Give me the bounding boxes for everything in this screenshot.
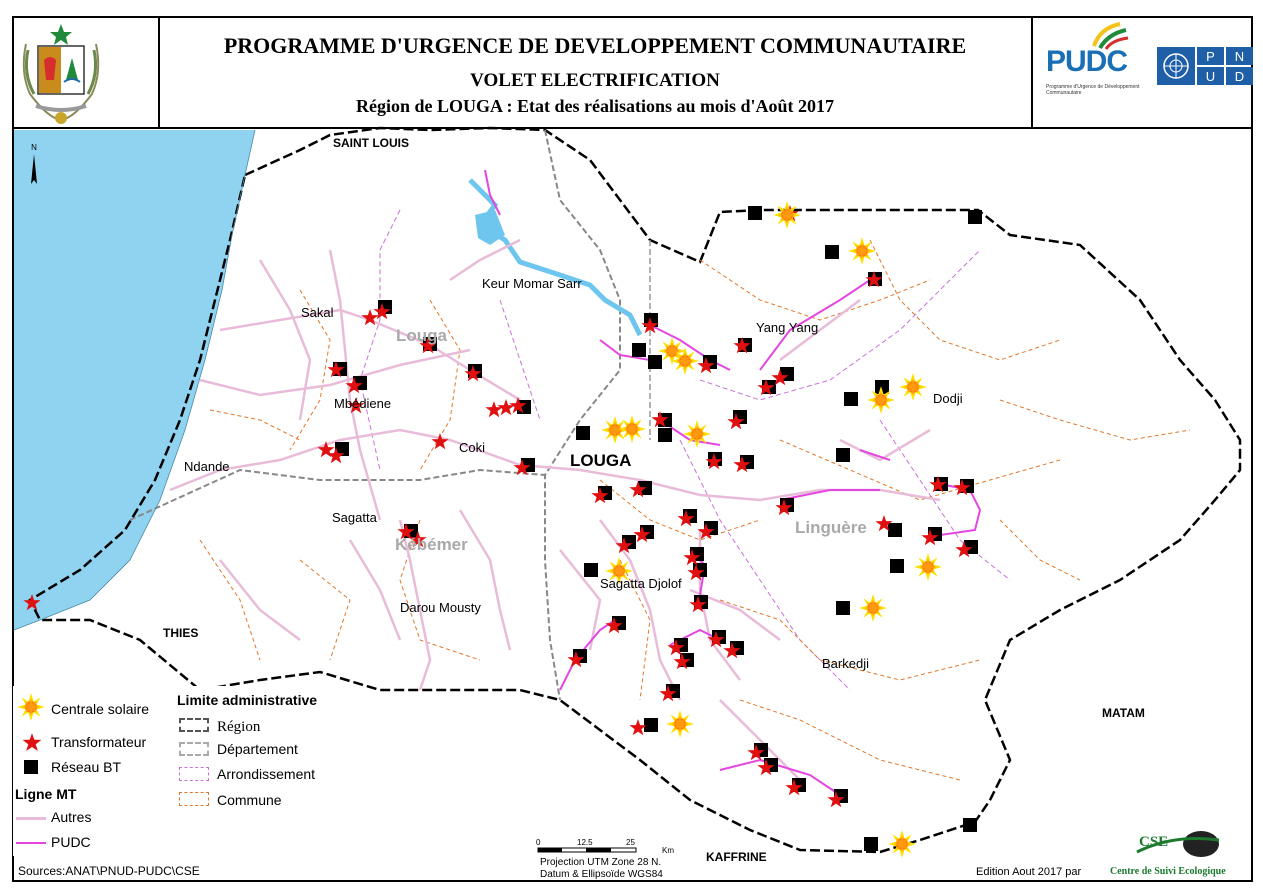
map-legend: Centrale solaire Transformateur Réseau B… bbox=[13, 686, 353, 856]
label-ndande: Ndande bbox=[184, 459, 230, 474]
legend-commune-label: Commune bbox=[217, 792, 282, 808]
legend-commune-icon bbox=[179, 792, 209, 806]
arrondissement-boundary-2 bbox=[699, 249, 981, 401]
pnud-letter-p: P bbox=[1206, 49, 1215, 64]
legend-departement-label: Département bbox=[217, 741, 298, 757]
legend-region-label: Région bbox=[217, 719, 261, 735]
label-department-kebemer: Kébémer bbox=[395, 535, 468, 554]
label-kaffrine: KAFFRINE bbox=[706, 850, 767, 864]
page-subtitle: VOLET ELECTRIFICATION bbox=[470, 70, 720, 91]
arrondissement-boundary-1 bbox=[359, 209, 401, 471]
legend-arrondissement-label: Arrondissement bbox=[217, 766, 316, 782]
datum-text: Datum & Ellipsoïde WGS84 bbox=[540, 869, 663, 880]
label-department-louga: Louga bbox=[396, 326, 447, 345]
legend-arrondissement-icon bbox=[179, 767, 209, 781]
label-region-louga: LOUGA bbox=[570, 451, 632, 470]
legend-limite-title: Limite administrative bbox=[177, 692, 318, 708]
label-department-linguere: Linguère bbox=[795, 518, 867, 537]
legend-autres-label: Autres bbox=[51, 809, 92, 825]
cse-logo-text: CSE bbox=[1139, 834, 1168, 850]
sea-area bbox=[14, 130, 255, 630]
cse-logo: CSE bbox=[1136, 831, 1220, 857]
pudc-logo: PUDC bbox=[1046, 45, 1128, 78]
label-dodji: Dodji bbox=[933, 391, 963, 406]
pnud-logo: P N U D bbox=[1157, 47, 1253, 85]
edition-text: Edition Aout 2017 par bbox=[976, 866, 1082, 878]
senegal-crest-logo bbox=[22, 24, 100, 124]
legend-solaire-icon bbox=[17, 693, 45, 721]
label-barkedji: Barkedji bbox=[822, 656, 869, 671]
commune-boundaries bbox=[199, 239, 1191, 781]
label-saint-louis: SAINT LOUIS bbox=[333, 136, 410, 150]
scale-tick-25: 25 bbox=[626, 838, 635, 847]
north-label: N bbox=[31, 143, 37, 152]
label-sakal: Sakal bbox=[301, 305, 334, 320]
projection-text: Projection UTM Zone 28 N. bbox=[540, 857, 662, 868]
pnud-letter-d: D bbox=[1235, 69, 1244, 84]
page-title: PROGRAMME D'URGENCE DE DEVELOPPEMENT COM… bbox=[223, 33, 967, 58]
header-divider bbox=[12, 127, 1253, 129]
label-darou-mousty: Darou Mousty bbox=[400, 600, 481, 615]
legend-pudc-icon bbox=[16, 842, 46, 844]
pudc-logo-accent bbox=[1092, 22, 1129, 50]
legend-transformateur-label: Transformateur bbox=[51, 734, 147, 750]
scale-tick-0: 0 bbox=[536, 838, 541, 847]
scale-unit: Km bbox=[662, 846, 674, 855]
pnud-letter-u: U bbox=[1206, 69, 1215, 84]
lake bbox=[475, 210, 505, 245]
map-frame bbox=[12, 16, 1253, 882]
edition-organization: Centre de Suivi Ecologique bbox=[1110, 866, 1226, 877]
label-keur-momar-sarr: Keur Momar Sarr bbox=[482, 276, 582, 291]
label-sagatta-djolof: Sagatta Djolof bbox=[600, 576, 682, 591]
department-boundary-louga-linguere bbox=[544, 129, 621, 701]
legend-reseau-bt-label: Réseau BT bbox=[51, 759, 122, 775]
north-arrow-icon: N bbox=[31, 143, 37, 184]
legend-departement-icon bbox=[179, 742, 209, 756]
sources-text: Sources:ANAT\PNUD-PUDC\CSE bbox=[18, 864, 200, 878]
label-yang-yang: Yang Yang bbox=[756, 320, 819, 335]
scale-bar bbox=[537, 847, 637, 853]
arrondissement-boundary-4 bbox=[879, 419, 1011, 581]
legend-ligne-mt-title: Ligne MT bbox=[15, 786, 77, 802]
crest-divider bbox=[158, 16, 160, 127]
legend-region-icon bbox=[179, 718, 209, 732]
page-subtitle-2: Région de LOUGA : Etat des réalisations … bbox=[355, 96, 835, 116]
label-coki: Coki bbox=[459, 440, 486, 455]
label-sagatta: Sagatta bbox=[332, 510, 377, 525]
legend-transformateur-icon bbox=[22, 733, 42, 752]
shoreline bbox=[13, 129, 256, 631]
arrondissement-boundary-5 bbox=[499, 299, 541, 421]
pnud-letter-n: N bbox=[1235, 49, 1244, 64]
department-boundary-louga-kebemer bbox=[129, 468, 546, 521]
region-boundary bbox=[28, 126, 1242, 854]
scale-tick-12-5: 12.5 bbox=[577, 838, 593, 847]
legend-solaire-label: Centrale solaire bbox=[51, 701, 150, 717]
pudc-logo-caption: Programme d'Urgence de Développement Com… bbox=[1046, 84, 1140, 96]
label-thies: THIES bbox=[163, 626, 199, 640]
label-mbediene: Mbédiene bbox=[334, 396, 392, 411]
legend-reseau-bt-icon bbox=[24, 760, 38, 774]
legend-pudc-label: PUDC bbox=[51, 834, 91, 850]
label-matam: MATAM bbox=[1102, 706, 1145, 720]
legend-autres-icon bbox=[16, 817, 46, 820]
logo-divider bbox=[1031, 16, 1033, 127]
